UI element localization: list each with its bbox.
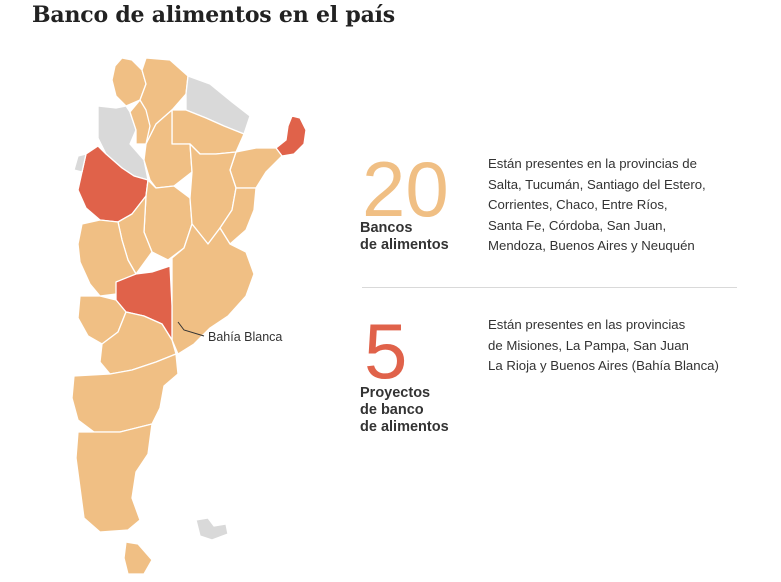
bancos-number: 20 [362,145,449,233]
proyectos-description: Están presentes en las provincias de Mis… [488,317,719,373]
province-corrientes [229,147,283,189]
province-rio-negro [99,311,177,375]
province-chubut [71,353,179,433]
bancos-label: Bancos de alimentos [360,220,449,253]
province-misiones [275,115,307,157]
page-title: Banco de alimentos en el país [32,2,395,28]
argentina-map: Bahía Blanca [60,48,330,582]
bancos-description: Están presentes en la provincias de Salt… [488,156,706,253]
islas-malvinas [195,517,229,541]
province-entre-rios [219,187,257,245]
province-tucuman [129,99,151,145]
province-santa-cruz [75,423,153,533]
section-divider [362,287,737,288]
bahia-blanca-leader [177,321,205,337]
bahia-blanca-label: Bahía Blanca [208,330,283,344]
proyectos-label: Proyectos de banco de alimentos [360,385,449,435]
province-san-juan [73,153,87,173]
argentina-map-svg [71,57,307,575]
province-jujuy [111,57,147,107]
province-tierra-del-fuego [123,541,153,575]
province-buenos-aires [171,223,255,355]
proyectos-number: 5 [364,307,408,395]
